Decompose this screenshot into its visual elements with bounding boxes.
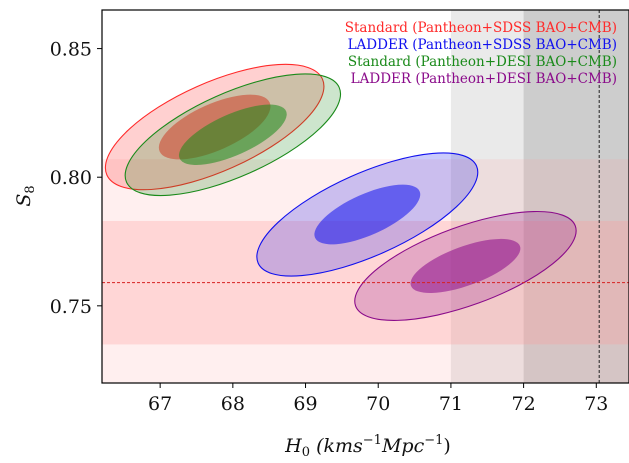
x-tick-label: 70 xyxy=(366,393,390,415)
legend-entry-1: Standard (Pantheon+SDSS BAO+CMB) xyxy=(345,20,617,36)
reference-lines xyxy=(102,10,629,383)
contours xyxy=(104,63,577,321)
legend: Standard (Pantheon+SDSS BAO+CMB)LADDER (… xyxy=(345,20,617,87)
series-2-contour-1sigma xyxy=(314,184,421,245)
y-tick-label: 0.75 xyxy=(50,296,92,318)
h0-band-1sigma xyxy=(523,10,629,383)
series-4-contour-1sigma xyxy=(410,238,521,293)
legend-entry-4: LADDER (Pantheon+DESI BAO+CMB) xyxy=(351,71,617,87)
x-tick-label: 71 xyxy=(439,393,463,415)
axis-ticks: 67 68 69 70 71 72 73 0.75 0.80 0.85 xyxy=(50,39,609,415)
plot-frame xyxy=(101,9,629,384)
x-tick-label: 73 xyxy=(584,393,608,415)
x-tick-label: 68 xyxy=(221,393,245,415)
x-tick-label: 72 xyxy=(512,393,536,415)
legend-entry-2: LADDER (Pantheon+SDSS BAO+CMB) xyxy=(348,37,617,53)
y-tick-label: 0.85 xyxy=(50,39,92,61)
legend-entry-3: Standard (Pantheon+DESI BAO+CMB) xyxy=(348,54,617,70)
x-tick-label: 69 xyxy=(293,393,317,415)
series-3-contour-1sigma xyxy=(178,104,287,165)
x-axis-title: H0 (kms−1Mpc−1) xyxy=(284,433,451,460)
y-tick-label: 0.80 xyxy=(50,167,92,189)
y-axis-title: S8 xyxy=(13,185,38,206)
x-tick-label: 67 xyxy=(148,393,172,415)
